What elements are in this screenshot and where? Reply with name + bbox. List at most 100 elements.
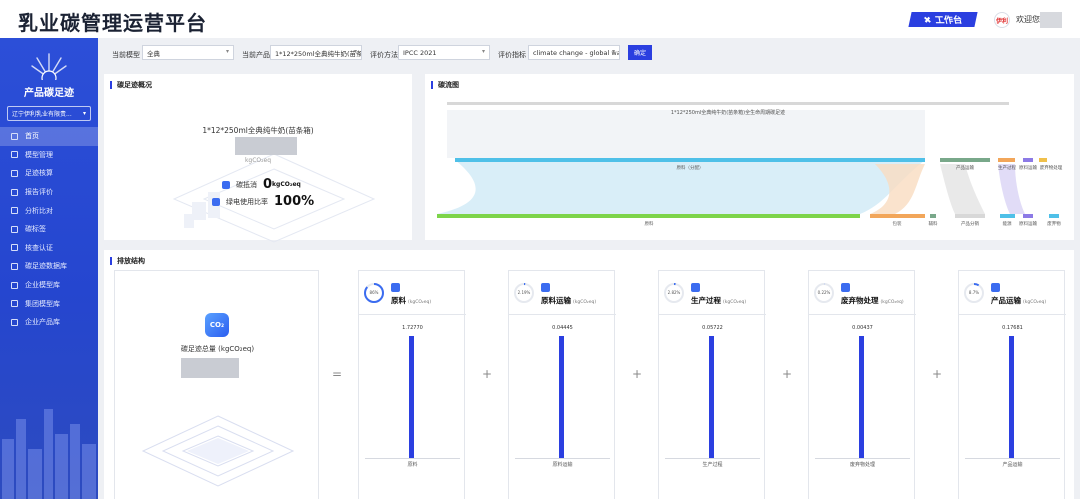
sidebar-item-home[interactable]: 首页: [0, 127, 98, 146]
bar-category-label: 废弃物处理: [849, 462, 875, 468]
sidebar-item-label: 分析比对: [25, 206, 53, 215]
sun-rays-decoration: [31, 53, 67, 80]
chevron-down-icon: ▾: [611, 48, 615, 55]
stage-percent: 2.82%: [667, 290, 681, 295]
method-select[interactable]: IPCC 2021 ▾: [398, 45, 490, 60]
stage-icon: [691, 283, 700, 292]
bar-axis: [815, 458, 910, 459]
stage-name-text: 原料运输: [541, 296, 571, 305]
bar-axis: [515, 458, 610, 459]
stage-name: 原料运输 (kgCO₂eq): [541, 295, 596, 306]
stage-name-text: 废弃物处理: [841, 296, 879, 305]
green-power-label: 绿电使用比率: [226, 197, 268, 206]
company-select[interactable]: 辽宁伊利乳业有限责... ▾: [7, 106, 91, 121]
workspace-button[interactable]: ✖ 工作台: [908, 12, 978, 27]
sidebar-item-label: 集团模型库: [25, 299, 60, 308]
carbon-offset-icon: [222, 180, 230, 189]
sankey-diagram: 1*12*250ml全典纯牛奶(苗条箱)全生命周期碳足迹 原料（分配） 产品运输…: [437, 102, 1063, 227]
sidebar-item-models[interactable]: 模型管理: [0, 146, 98, 165]
method-select-value: IPCC 2021: [403, 48, 437, 57]
chevron-down-icon: ▾: [82, 110, 86, 117]
sankey-bottom-label-2: 包装: [893, 220, 902, 227]
stage-card[interactable]: 0.22% 废弃物处理 (kgCO₂eq) 0.00437 废弃物处理: [808, 270, 916, 499]
stage-name-text: 生产过程: [691, 296, 721, 305]
model-select[interactable]: 全典 ▾: [142, 45, 234, 60]
stage-name: 生产过程 (kgCO₂eq): [691, 295, 746, 306]
sidebar-item-group-models[interactable]: 集团模型库: [0, 294, 98, 313]
sidebar-item-report[interactable]: 报告评价: [0, 183, 98, 202]
sidebar-item-label: 核查认证: [25, 243, 53, 252]
sidebar-title: 产品碳足迹: [24, 88, 74, 99]
stage-card[interactable]: 86% 原料 (kgCO₂eq) 1.72770 原料: [358, 270, 466, 499]
total-label-text: 碳足迹总量: [180, 345, 216, 353]
stage-card[interactable]: 2.19% 原料运输 (kgCO₂eq) 0.04445 原料运输: [508, 270, 616, 499]
flow-raw-to-material: [437, 160, 925, 214]
bar-category-label: 产品运输: [1002, 462, 1023, 468]
sidebar-item-label: 首页: [25, 132, 39, 141]
stage-card-header: 2.19% 原料运输 (kgCO₂eq): [509, 271, 616, 315]
stage-percent: 86%: [369, 290, 379, 295]
sankey-right-label-3: 原料运输: [1019, 164, 1037, 171]
grid-icon: ✖: [923, 16, 933, 26]
stage-card-header: 2.82% 生产过程 (kgCO₂eq): [659, 271, 766, 315]
sankey-bottom-label-3: 辅料: [929, 220, 938, 227]
check-icon: [11, 244, 18, 252]
stage-card[interactable]: 2.82% 生产过程 (kgCO₂eq) 0.05722 生产过程: [658, 270, 766, 499]
sankey-panel: 碳流图 1*12*250ml全典纯牛奶(苗条箱)全生命周期碳足迹 原料（: [425, 74, 1074, 240]
stage-unit: (kgCO₂eq): [1023, 300, 1047, 305]
offset-value: 0: [263, 177, 273, 192]
product-select[interactable]: 1*12*250ml全典纯牛奶(苗条) ▾: [270, 45, 362, 60]
user-avatar[interactable]: [1040, 12, 1062, 28]
stage-card-header: 8.7% 产品运输 (kgCO₂eq): [959, 271, 1066, 315]
company-name: 辽宁伊利乳业有限责...: [12, 111, 72, 118]
sankey-bottom-label-5: 能源: [1003, 220, 1012, 227]
method-filter-label: 评价方法: [370, 51, 398, 59]
stage-bar: [559, 336, 564, 458]
footprint-icon: [11, 169, 18, 177]
sidebar-menu: 首页 模型管理 足迹核算 报告评价 分析比对 碳标签 核查认证 碳足迹数据库 企…: [0, 127, 98, 332]
plus-sign: +: [482, 367, 493, 381]
sidebar-item-database[interactable]: 碳足迹数据库: [0, 257, 98, 276]
emission-panel: 排放结构 CO₂ 碳足迹总量 (kgCO₂eq) = 86% 原料 (kgCO₂eq…: [104, 250, 1074, 499]
stage-name-text: 原料: [391, 296, 406, 305]
stage-bar: [409, 336, 414, 458]
home-icon: [11, 132, 18, 140]
indicator-select-value: climate change - global war: [533, 48, 620, 57]
product-select-value: 1*12*250ml全典纯牛奶(苗条): [275, 49, 362, 58]
sankey-bottom-label-1: 原料: [645, 220, 654, 227]
city-skyline-decoration: [2, 409, 96, 499]
bar-axis: [365, 458, 460, 459]
overview-panel: 碳足迹概况 1*12*250ml全典纯牛奶(苗条箱) kgCO₂eq 碳抵消 0…: [104, 74, 412, 243]
flow-raw-to-packaging: [870, 164, 925, 214]
stage-card[interactable]: 8.7% 产品运输 (kgCO₂eq) 0.17681 产品运输: [958, 270, 1066, 499]
flow-transport: [940, 164, 985, 214]
stage-bar: [859, 336, 864, 458]
offset-label: 碳抵消: [236, 180, 257, 189]
equals-sign: =: [332, 367, 343, 381]
green-power-row: 绿电使用比率 100%: [212, 194, 314, 209]
sidebar-item-products[interactable]: 企业产品库: [0, 313, 98, 332]
confirm-button[interactable]: 确定: [628, 45, 652, 60]
box-icon: [11, 318, 18, 326]
bar-axis: [965, 458, 1060, 459]
stage-bar: [709, 336, 714, 458]
sidebar-item-label-mgmt[interactable]: 碳标签: [0, 220, 98, 239]
sankey-bottom-label-4: 产品分销: [961, 220, 979, 227]
sidebar-item-verification[interactable]: 核查认证: [0, 239, 98, 258]
sidebar-item-label: 报告评价: [25, 188, 53, 197]
green-power-value: 100%: [274, 194, 315, 209]
sidebar-item-label: 碳足迹数据库: [25, 262, 67, 271]
donut-arc: [814, 283, 834, 303]
total-footprint-label: 碳足迹总量 (kgCO₂eq): [115, 344, 320, 354]
donut-arc: [514, 283, 534, 303]
stage-percent: 2.19%: [517, 290, 531, 295]
node-raw-allocated: [455, 158, 925, 162]
model-select-value: 全典: [147, 49, 160, 58]
sidebar-item-accounting[interactable]: 足迹核算: [0, 164, 98, 183]
plus-sign: +: [632, 367, 643, 381]
indicator-select[interactable]: climate change - global war ▾: [528, 45, 620, 60]
sidebar-item-compare[interactable]: 分析比对: [0, 201, 98, 220]
node-waste-b: [1049, 214, 1059, 218]
sidebar-item-enterprise-models[interactable]: 企业模型库: [0, 276, 98, 295]
